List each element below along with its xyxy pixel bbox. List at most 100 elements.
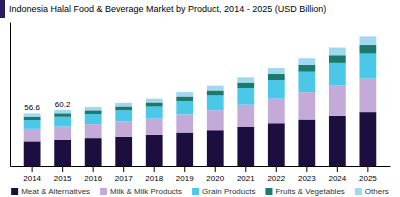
bar [359,112,376,166]
bar [24,120,41,129]
x-tick: 2020 [206,166,224,183]
bar [176,114,193,132]
bar [146,99,163,103]
legend-item: Others [355,187,389,196]
legend-label: Grain Products [202,187,255,196]
x-tick-mark [306,166,307,172]
legend-swatch [355,188,362,195]
x-tick-mark [32,166,33,172]
bar [359,45,376,54]
series [24,79,377,142]
bar [85,114,102,124]
annotations: 56.660.2 [24,100,71,112]
bar [54,127,71,140]
bar [54,140,71,166]
x-tick: 2025 [359,166,377,183]
bar [329,86,346,116]
x-axis-line [11,166,391,167]
series [24,54,377,129]
bar [329,48,346,56]
x-tick-label: 2018 [145,174,163,183]
x-tick-label: 2022 [267,174,285,183]
bar [359,79,376,112]
bar [298,58,315,65]
bar [115,110,132,121]
bar [115,121,132,136]
legend-swatch [11,188,18,195]
x-tick-label: 2021 [237,174,255,183]
bar [329,63,346,86]
x-tick-label: 2015 [54,174,72,183]
x-tick-mark [154,166,155,172]
y-axis [10,23,11,167]
bar [207,86,224,91]
bar [115,103,132,107]
bar [268,74,285,80]
x-tick-mark [123,166,124,172]
x-tick-label: 2017 [115,174,133,183]
accent [0,0,5,18]
x-tick: 2017 [115,166,133,183]
bar [146,135,163,166]
bar [237,88,254,105]
x-tick-label: 2023 [298,174,316,183]
x-tick-label: 2014 [23,174,41,183]
series [24,36,377,116]
x-tick: 2022 [267,166,285,183]
x-tick: 2014 [23,166,41,183]
legend-label: Others [365,187,389,196]
x-tick-mark [62,166,63,172]
bar [237,83,254,88]
bar [298,65,315,72]
bar [54,117,71,127]
annotation: 56.6 [24,103,40,112]
x-tick-label: 2019 [176,174,194,183]
x-tick: 2023 [298,166,316,183]
bar [85,124,102,138]
x-tick-mark [245,166,246,172]
bar [298,120,315,166]
x-tick: 2024 [328,166,346,183]
legend-label: Meat & Alternatives [21,187,90,196]
bar [146,107,163,119]
x-tick-mark [337,166,338,172]
series [24,112,377,166]
bar [146,119,163,135]
x-tick-mark [215,166,216,172]
x-axis: 2014 2015 2016 2017 2018 2019 2020 2021 2022 2023… [11,166,391,183]
x-tick: 2016 [84,166,102,183]
bar [237,77,254,82]
x-tick-mark [93,166,94,172]
x-tick-label: 2025 [359,174,377,183]
bar [54,110,71,113]
legend: Meat & Alternatives Milk & Milk Products G… [11,187,389,196]
bar [268,68,285,74]
legend-item: Milk & Milk Products [100,187,182,196]
legend-swatch [192,188,199,195]
bar [24,117,41,120]
bar [85,107,102,110]
bar [329,55,346,63]
bar [85,138,102,166]
bar [268,80,285,99]
bars [24,36,377,166]
legend-item: Meat & Alternatives [11,187,90,196]
legend-swatch [265,188,272,195]
bar [176,101,193,114]
x-tick: 2015 [54,166,72,183]
x-tick-mark [184,166,185,172]
legend-swatch [100,188,107,195]
bar [207,95,224,110]
bar [207,90,224,95]
bar [237,105,254,127]
bar [176,97,193,101]
bar [207,130,224,166]
x-tick-mark [276,166,277,172]
x-tick-label: 2024 [328,174,346,183]
bar [329,116,346,166]
chart: Indonesia Halal Food & Beverage Market b… [0,0,400,197]
legend-label: Fruits & Vegetables [275,187,344,196]
bar [115,137,132,166]
legend-label: Milk & Milk Products [110,187,182,196]
x-tick-mark [367,166,368,172]
